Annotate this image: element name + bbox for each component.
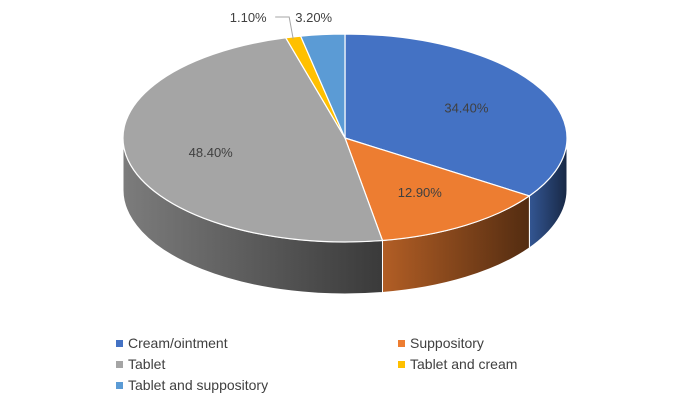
legend-label: Tablet [128, 356, 165, 372]
data-label-tablet-and-cream: 1.10% [230, 10, 267, 25]
legend-label: Suppository [410, 335, 484, 351]
legend-item-tablet-and-cream: Tablet and cream [398, 356, 517, 372]
legend: Cream/ointment Suppository Tablet Tablet an… [116, 335, 517, 393]
legend-item-tablet: Tablet [116, 356, 165, 372]
data-labels: 34.40% 12.90% 48.40% 1.10% 3.20% [189, 10, 489, 200]
legend-swatch [116, 361, 123, 368]
slice-tablet-and-suppository [300, 33, 346, 139]
legend-label: Tablet and cream [410, 356, 517, 372]
data-label-suppository: 12.90% [398, 185, 443, 200]
legend-swatch [116, 382, 123, 389]
pie-slices [122, 33, 568, 243]
legend-label: Cream/ointment [128, 335, 228, 351]
legend-label: Tablet and suppository [128, 377, 268, 393]
slice-cream-ointment [344, 33, 568, 197]
legend-swatch [398, 340, 405, 347]
leader-line-tablet-and-cream [275, 16, 294, 39]
data-label-tablet-and-suppository: 3.20% [295, 10, 332, 25]
data-label-tablet: 48.40% [189, 145, 234, 160]
legend-item-suppository: Suppository [398, 335, 484, 351]
legend-swatch [116, 340, 123, 347]
legend-swatch [398, 361, 405, 368]
slice-tablet [122, 37, 384, 243]
leader-lines [275, 16, 294, 39]
data-label-cream-ointment: 34.40% [444, 101, 489, 116]
legend-item-cream-ointment: Cream/ointment [116, 335, 228, 351]
legend-item-tablet-and-suppository: Tablet and suppository [116, 377, 268, 393]
slice-suppository [344, 137, 530, 242]
